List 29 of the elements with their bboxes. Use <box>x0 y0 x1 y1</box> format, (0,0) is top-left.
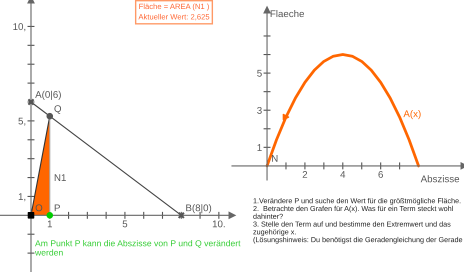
point <box>28 212 34 219</box>
annotation: P <box>54 204 60 212</box>
y-axis-title: Flaeche <box>270 10 304 18</box>
annotation: A(0|6) <box>35 90 61 100</box>
line-series <box>266 53 420 168</box>
y-tick-label: 10, <box>13 23 26 32</box>
annotation: N <box>272 155 278 162</box>
x-tick-label: 4 <box>340 171 346 178</box>
series-label: A(x) <box>403 110 421 120</box>
y-tick-label: 5, <box>18 118 26 126</box>
y-tick-label: 1, <box>18 193 26 202</box>
x-tick-label: 6 <box>378 171 383 178</box>
annotation: O <box>36 204 42 212</box>
y-tick-label: 3 <box>257 106 262 114</box>
x-axis-title: Abszisse <box>420 175 460 182</box>
point <box>46 212 54 219</box>
point <box>178 212 185 219</box>
annotation: Q <box>54 105 62 114</box>
x-tick-label: 5 <box>122 220 128 228</box>
point <box>27 98 35 106</box>
y-tick-label: 5 <box>257 70 262 77</box>
annotation: B(8|0) <box>186 204 212 214</box>
x-tick-label: 1 <box>48 220 52 228</box>
x-tick-label: 2 <box>302 171 308 178</box>
annotation: Am Punkt P kann die Abszisse von P und Q verändert werden <box>34 240 240 256</box>
y-tick-label: 1 <box>258 144 262 151</box>
annotation: N1 <box>54 174 66 181</box>
x-tick-label: 10. <box>212 220 225 228</box>
point <box>46 112 54 120</box>
